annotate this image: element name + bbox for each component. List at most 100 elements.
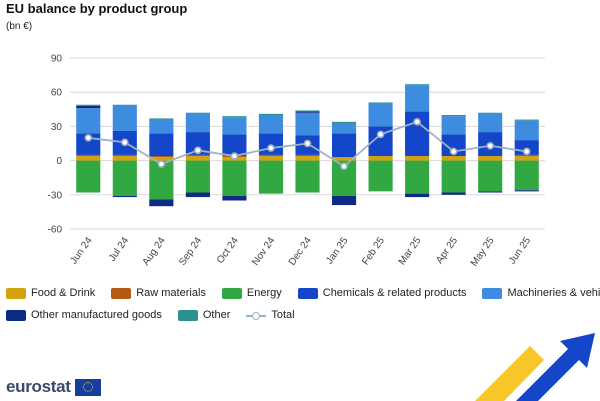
bar-segment[interactable] <box>76 108 101 134</box>
bar-segment[interactable] <box>76 154 101 157</box>
legend-item-energy[interactable]: Energy <box>221 287 282 299</box>
bar-segment[interactable] <box>149 199 174 207</box>
legend-item-machineries[interactable]: Machineries & vehicles <box>482 287 600 299</box>
bar-segment[interactable] <box>368 102 393 104</box>
bar-segment[interactable] <box>295 160 320 193</box>
bar-segment[interactable] <box>185 132 210 155</box>
total-point[interactable] <box>84 134 93 142</box>
total-point[interactable] <box>267 144 275 152</box>
x-tick-label: May 25 <box>469 235 497 269</box>
legend-item-food-drink[interactable]: Food & Drink <box>6 287 95 299</box>
bar-segment[interactable] <box>478 191 503 193</box>
bar-segment[interactable] <box>112 104 137 106</box>
bar-segment[interactable] <box>295 110 320 112</box>
bar-segment[interactable] <box>405 160 430 194</box>
bar-segment[interactable] <box>295 111 320 113</box>
bar-segment[interactable] <box>258 113 284 115</box>
bar-segment[interactable] <box>441 116 466 135</box>
bar-segment[interactable] <box>331 133 357 158</box>
y-tick-label: 30 <box>51 122 63 133</box>
bar-segment[interactable] <box>76 160 101 193</box>
bar-segment[interactable] <box>76 104 101 106</box>
bar-segment[interactable] <box>222 134 247 157</box>
bar-segment[interactable] <box>185 160 210 193</box>
total-point[interactable] <box>230 152 239 160</box>
bar-segment[interactable] <box>76 156 101 161</box>
bar-segment[interactable] <box>295 112 320 136</box>
bar-segment[interactable] <box>112 156 137 161</box>
bar-segment[interactable] <box>441 160 466 193</box>
legend-item-chemicals[interactable]: Chemicals & related products <box>297 287 467 299</box>
legend-item-other-manufactured[interactable]: Other manufactured goods <box>6 309 162 321</box>
bar-segment[interactable] <box>405 156 430 161</box>
bar-segment[interactable] <box>478 160 503 192</box>
bar-segment[interactable] <box>331 121 357 123</box>
bar-segment[interactable] <box>258 115 284 134</box>
bar-segment[interactable] <box>514 119 539 121</box>
total-point[interactable] <box>157 160 166 168</box>
bar-segment[interactable] <box>149 157 174 161</box>
legend-label-machineries: Machineries & vehicles <box>507 287 600 299</box>
bar-segment[interactable] <box>185 154 210 157</box>
legend-item-total[interactable]: Total <box>246 309 295 321</box>
bar-segment[interactable] <box>222 116 247 118</box>
bar-segment[interactable] <box>368 160 393 192</box>
legend-label-chemicals: Chemicals & related products <box>322 287 467 299</box>
bar-segment[interactable] <box>514 154 539 157</box>
bar-segment[interactable] <box>222 117 247 135</box>
total-point[interactable] <box>194 146 202 155</box>
bar-segment[interactable] <box>112 105 137 131</box>
bar-segment[interactable] <box>405 193 430 198</box>
bar-segment[interactable] <box>514 156 539 161</box>
bar-segment[interactable] <box>149 156 174 158</box>
bar-segment[interactable] <box>222 160 247 196</box>
legend-label-other-manufactured: Other manufactured goods <box>31 309 162 321</box>
bar-segment[interactable] <box>76 105 101 109</box>
bar-segment[interactable] <box>478 113 503 133</box>
bar-segment[interactable] <box>112 195 137 198</box>
bar-segment[interactable] <box>149 133 174 157</box>
legend-item-other[interactable]: Other <box>177 309 231 321</box>
bar-segment[interactable] <box>514 160 539 191</box>
bar-segment[interactable] <box>331 195 357 206</box>
bar-segment[interactable] <box>514 190 539 192</box>
bar-segment[interactable] <box>185 112 210 114</box>
bar-segment[interactable] <box>441 156 466 161</box>
legend-item-raw-materials[interactable]: Raw materials <box>111 287 206 299</box>
total-point[interactable] <box>449 147 458 156</box>
bar-segment[interactable] <box>149 118 174 120</box>
bar-segment[interactable] <box>185 192 210 198</box>
total-point[interactable] <box>376 130 385 139</box>
bar-segment[interactable] <box>112 160 137 196</box>
total-point[interactable] <box>413 118 421 126</box>
bar-segment[interactable] <box>405 84 430 86</box>
total-point[interactable] <box>340 162 348 171</box>
stacked-bar-chart: 90 60 30 0 -30 -60 Jun 24 Jul 24 Aug 24 Sep 24 Oc… <box>48 54 545 269</box>
total-point[interactable] <box>522 147 531 156</box>
bar-segment[interactable] <box>368 156 393 161</box>
bar-segment[interactable] <box>112 154 137 157</box>
bar-segment[interactable] <box>258 154 284 157</box>
legend-label-other: Other <box>202 309 231 321</box>
total-point[interactable] <box>486 141 494 150</box>
bar-segment[interactable] <box>295 156 320 161</box>
legend-swatch-chemicals <box>297 287 318 299</box>
bar-segment[interactable] <box>185 156 210 161</box>
bar-segment[interactable] <box>478 112 503 114</box>
bar-segment[interactable] <box>149 119 174 134</box>
bar-segment[interactable] <box>405 85 430 112</box>
bar-segment[interactable] <box>295 154 320 157</box>
bar-segment[interactable] <box>258 156 284 161</box>
bar-segment[interactable] <box>331 122 357 134</box>
bar-segment[interactable] <box>258 160 284 194</box>
bar-segment[interactable] <box>478 156 503 161</box>
bar-segment[interactable] <box>331 157 357 161</box>
bar-segment[interactable] <box>185 113 210 133</box>
bar-segment[interactable] <box>441 115 466 117</box>
bar-segment[interactable] <box>222 195 247 201</box>
total-point[interactable] <box>303 139 312 148</box>
total-point[interactable] <box>121 138 129 147</box>
bar-segment[interactable] <box>441 192 466 195</box>
bar-segment[interactable] <box>368 103 393 127</box>
bar-segment[interactable] <box>514 120 539 141</box>
